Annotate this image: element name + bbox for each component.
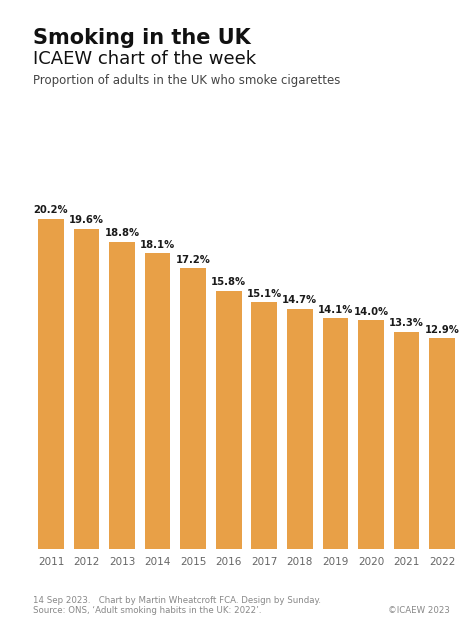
Text: 12.9%: 12.9% [425, 325, 459, 335]
Text: 19.6%: 19.6% [69, 215, 104, 225]
Bar [251, 302, 277, 549]
Text: 15.8%: 15.8% [211, 278, 246, 287]
Bar [180, 268, 206, 549]
Text: Source: ONS, ‘Adult smoking habits in the UK: 2022’.: Source: ONS, ‘Adult smoking habits in th… [33, 606, 262, 615]
Text: 18.1%: 18.1% [140, 240, 175, 250]
Text: 14.7%: 14.7% [282, 295, 318, 305]
Bar [287, 309, 312, 549]
Text: Smoking in the UK: Smoking in the UK [33, 28, 251, 49]
Bar [216, 291, 241, 549]
Bar [73, 228, 99, 549]
Text: 17.2%: 17.2% [176, 254, 210, 264]
Bar [38, 219, 64, 549]
Text: 14.1%: 14.1% [318, 305, 353, 316]
Text: 13.3%: 13.3% [389, 318, 424, 328]
Text: 14.0%: 14.0% [353, 307, 389, 317]
Bar [109, 242, 135, 549]
Bar [429, 338, 455, 549]
Text: ©ICAEW 2023: ©ICAEW 2023 [388, 606, 450, 615]
Bar [358, 320, 383, 549]
Bar [322, 319, 348, 549]
Text: 14 Sep 2023.   Chart by Martin Wheatcroft FCA. Design by Sunday.: 14 Sep 2023. Chart by Martin Wheatcroft … [33, 596, 321, 605]
Text: 15.1%: 15.1% [246, 289, 282, 299]
Text: ICAEW chart of the week: ICAEW chart of the week [33, 50, 256, 69]
Text: 18.8%: 18.8% [104, 228, 140, 239]
Text: Proportion of adults in the UK who smoke cigarettes: Proportion of adults in the UK who smoke… [33, 74, 340, 88]
Bar [393, 331, 419, 549]
Text: 20.2%: 20.2% [34, 206, 68, 215]
Bar [145, 253, 170, 549]
